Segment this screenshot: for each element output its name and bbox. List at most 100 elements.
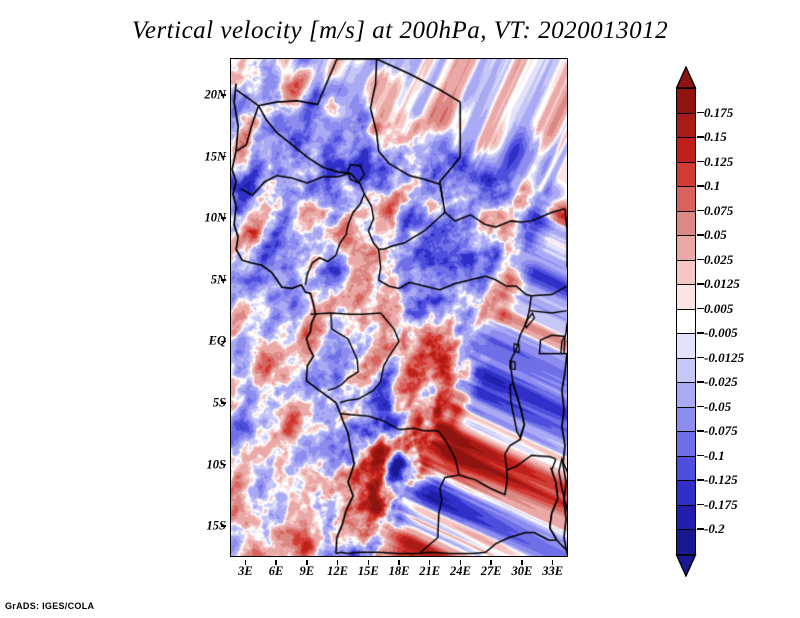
colorbar-tick-mark — [697, 307, 704, 310]
colorbar-tick-label: -0.005 — [704, 325, 738, 340]
x-axis-tick-mark — [306, 560, 308, 565]
colorbar: 0.175 0.15 0.125 0.1 0.075 0.05 0.025 0.0125 0.0… — [675, 65, 744, 578]
colorbar-tick-mark — [697, 454, 704, 457]
colorbar-segment — [676, 529, 696, 555]
x-axis-tick-label: 24E — [450, 564, 471, 578]
colorbar-tick-mark — [697, 528, 704, 530]
colorbar-segment — [676, 357, 696, 384]
y-axis-tick-label: 5S — [212, 395, 226, 410]
x-axis-tick-label: 9E — [299, 564, 315, 578]
page-title: Vertical velocity [m/s] at 200hPa, VT: 2… — [131, 17, 669, 44]
colorbar-tick-mark — [697, 209, 704, 212]
x-axis-tick-label: 12E — [327, 564, 348, 578]
colorbar-tick-label: -0.175 — [704, 496, 738, 512]
colorbar-segment — [676, 480, 696, 506]
colorbar-segment — [676, 406, 696, 433]
colorbar-tick-mark — [697, 185, 704, 187]
x-axis-tick-mark — [244, 560, 247, 565]
colorbar-segment — [676, 504, 696, 531]
colorbar-segment — [676, 382, 696, 408]
colorbar-arrow-bottom — [675, 553, 697, 578]
colorbar-tick-label: -0.025 — [704, 374, 738, 389]
y-axis-tick-mark — [221, 340, 226, 343]
colorbar-segment — [676, 308, 696, 335]
colorbar-tick-mark — [697, 111, 704, 114]
y-axis-tick-label: 10S — [206, 457, 226, 472]
y-axis-tick-mark — [221, 94, 226, 96]
colorbar-tick-label: -0.075 — [704, 423, 738, 438]
x-axis-tick-label: 6E — [268, 564, 284, 578]
x-axis-tick-mark — [459, 560, 462, 565]
x-axis-tick-mark — [275, 560, 277, 565]
y-axis-tick-mark — [221, 155, 226, 158]
colorbar-tick-label: -0.05 — [704, 398, 732, 414]
x-axis-tick-mark — [336, 560, 339, 565]
colorbar-arrow-top — [675, 65, 697, 89]
x-axis-tick-mark — [551, 560, 554, 565]
x-axis-tick-label: 30E — [511, 564, 533, 578]
colorbar-segment — [676, 186, 696, 212]
colorbar-tick-label: 0.175 — [704, 104, 734, 120]
colorbar-tick-label: -0.1 — [704, 447, 725, 463]
colorbar-tick-label: 0.1 — [704, 178, 721, 193]
y-axis-tick-label: 15S — [206, 518, 226, 533]
colorbar-tick-label: 0.005 — [704, 300, 734, 316]
colorbar-segment — [676, 161, 696, 188]
colorbar-tick-mark — [697, 356, 704, 359]
x-axis-tick-mark — [490, 560, 492, 565]
colorbar-tick-label: -0.2 — [704, 521, 725, 536]
colorbar-tick-label: 0.15 — [704, 129, 727, 144]
colorbar-segment — [676, 210, 696, 237]
colorbar-tick-mark — [697, 136, 704, 138]
colorbar-segment — [676, 137, 696, 163]
y-axis-tick-mark — [221, 402, 226, 404]
y-axis-tick-label: 10N — [204, 210, 226, 225]
x-axis-tick-label: 33E — [542, 564, 564, 578]
colorbar-tick-mark — [697, 405, 704, 408]
colorbar-tick-mark — [697, 234, 704, 236]
colorbar-segment — [676, 284, 696, 310]
colorbar-tick-label: -0.125 — [704, 472, 738, 487]
colorbar-segment — [676, 112, 696, 139]
x-axis-tick-mark — [398, 560, 400, 565]
y-axis: 20N 15N 10N 5N EQ 5S 10S 15S — [180, 58, 226, 557]
colorbar-tick-label: 0.0125 — [704, 276, 740, 291]
colorbar-segment — [676, 431, 696, 457]
y-axis-tick-mark — [221, 217, 226, 219]
y-axis-tick-mark — [221, 525, 226, 527]
x-axis-tick-mark — [367, 560, 370, 565]
x-axis-tick-label: 15E — [357, 564, 379, 578]
colorbar-segment — [676, 455, 696, 482]
colorbar-tick-mark — [697, 503, 704, 506]
x-axis: 3E 6E 9E 12E 15E 18E 21E 24E 27E 30E 33E — [230, 560, 568, 586]
colorbar-segment — [676, 88, 696, 114]
y-axis-tick-label: 20N — [204, 87, 226, 102]
colorbar-segment — [676, 259, 696, 286]
colorbar-tick-label: 0.05 — [704, 227, 727, 242]
y-axis-tick-label: 5N — [210, 272, 226, 287]
y-axis-tick-mark — [221, 463, 226, 466]
map-plot-area — [230, 58, 568, 557]
x-axis-tick-label: 3E — [238, 564, 253, 578]
colorbar-tick-mark — [697, 381, 704, 383]
colorbar-tick-mark — [697, 430, 704, 432]
colorbar-tick-label: 0.075 — [704, 202, 734, 218]
x-axis-tick-label: 27E — [480, 564, 502, 578]
y-axis-tick-label: 15N — [204, 149, 226, 164]
colorbar-tick-label: 0.025 — [704, 251, 734, 267]
colorbar-segment — [676, 235, 696, 261]
y-axis-tick-label: EQ — [208, 333, 226, 348]
colorbar-segment — [676, 333, 696, 359]
y-axis-tick-mark — [221, 279, 226, 281]
x-axis-tick-mark — [521, 560, 523, 565]
attribution-footer: GrADS: IGES/COLA — [5, 601, 95, 611]
colorbar-tick-mark — [697, 479, 704, 481]
x-axis-tick-label: 18E — [388, 564, 410, 578]
vertical-velocity-heatmap — [231, 59, 567, 556]
x-axis-tick-label: 21E — [419, 564, 441, 578]
colorbar-tick-mark — [697, 283, 704, 285]
colorbar-tick-mark — [697, 258, 704, 261]
colorbar-tick-mark — [697, 332, 704, 334]
colorbar-tick-label: -0.0125 — [704, 349, 745, 365]
